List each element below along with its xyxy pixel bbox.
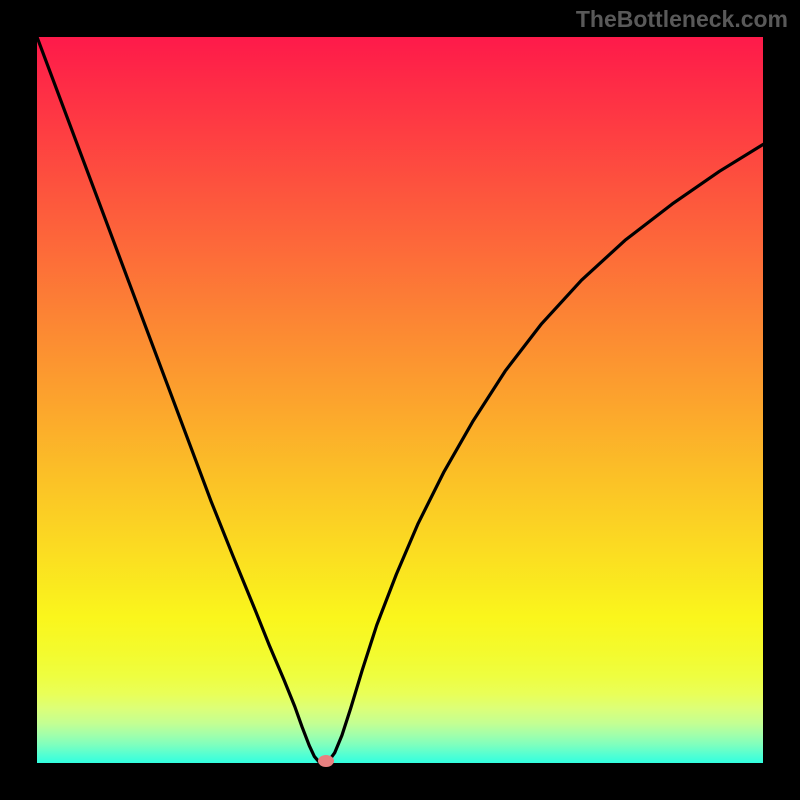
- chart-container: TheBottleneck.com: [0, 0, 800, 800]
- plot-area: [37, 37, 763, 763]
- minimum-marker: [318, 755, 334, 767]
- bottleneck-curve: [37, 37, 763, 763]
- watermark-text: TheBottleneck.com: [576, 6, 788, 33]
